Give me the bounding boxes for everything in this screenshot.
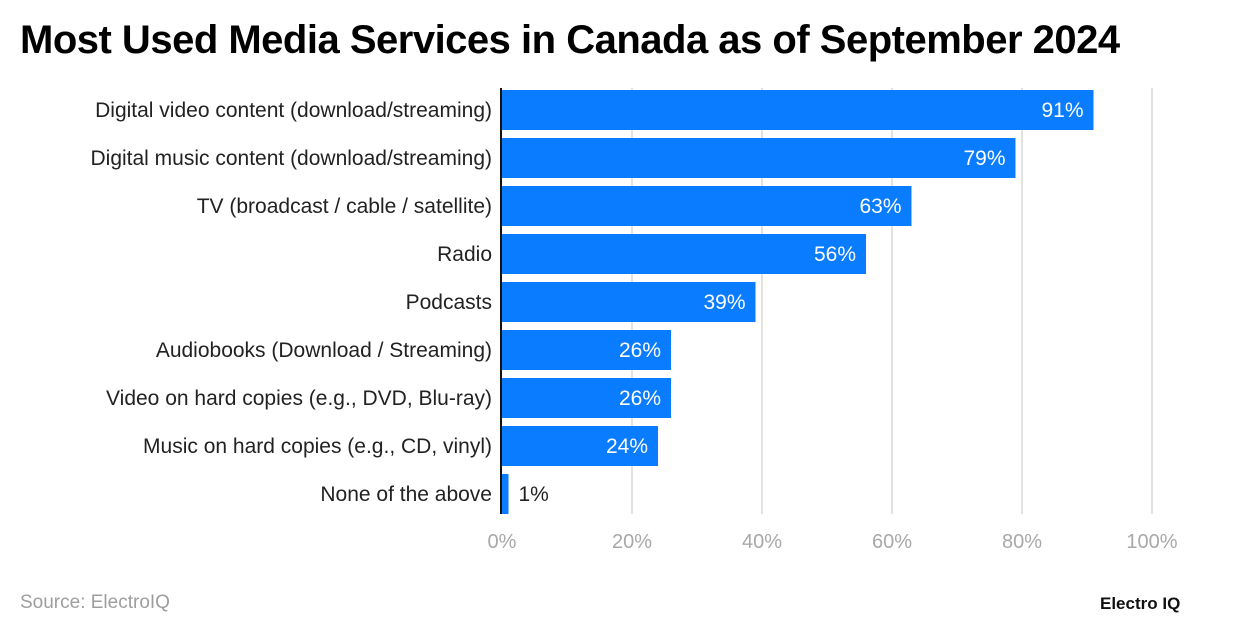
data-label: 63% bbox=[859, 195, 901, 218]
data-label: 56% bbox=[814, 243, 856, 266]
source-note: Source: ElectroIQ bbox=[20, 592, 170, 613]
bar bbox=[502, 138, 1016, 178]
data-label: 91% bbox=[1041, 99, 1083, 122]
data-label: 24% bbox=[606, 435, 648, 458]
data-label: 26% bbox=[619, 339, 661, 362]
x-tick-label: 20% bbox=[612, 531, 652, 553]
bar bbox=[502, 474, 509, 514]
bar bbox=[502, 330, 671, 370]
data-label: 1% bbox=[519, 483, 549, 506]
category-label: TV (broadcast / cable / satellite) bbox=[197, 195, 492, 218]
data-label: 39% bbox=[703, 291, 745, 314]
x-tick-label: 80% bbox=[1002, 531, 1042, 553]
category-label: Digital video content (download/streamin… bbox=[95, 99, 492, 122]
bar bbox=[502, 378, 671, 418]
category-label: Podcasts bbox=[406, 291, 492, 314]
chart-title: Most Used Media Services in Canada as of… bbox=[20, 18, 1120, 62]
bar bbox=[502, 426, 658, 466]
bar bbox=[502, 282, 756, 322]
category-label: Music on hard copies (e.g., CD, vinyl) bbox=[143, 435, 492, 458]
data-label: 26% bbox=[619, 387, 661, 410]
electroiq-logo: Electro IQ bbox=[1100, 594, 1181, 613]
x-tick-label: 40% bbox=[742, 531, 782, 553]
bar bbox=[502, 186, 912, 226]
category-label: Video on hard copies (e.g., DVD, Blu-ray… bbox=[106, 387, 492, 410]
x-tick-label: 100% bbox=[1126, 531, 1177, 553]
x-tick-label: 60% bbox=[872, 531, 912, 553]
category-label: None of the above bbox=[320, 483, 492, 506]
x-tick-label: 0% bbox=[488, 531, 517, 553]
bar bbox=[502, 90, 1094, 130]
category-label: Digital music content (download/streamin… bbox=[90, 147, 492, 170]
data-label: 79% bbox=[963, 147, 1005, 170]
category-label: Radio bbox=[437, 243, 492, 266]
category-label: Audiobooks (Download / Streaming) bbox=[156, 339, 492, 362]
bar bbox=[502, 234, 866, 274]
